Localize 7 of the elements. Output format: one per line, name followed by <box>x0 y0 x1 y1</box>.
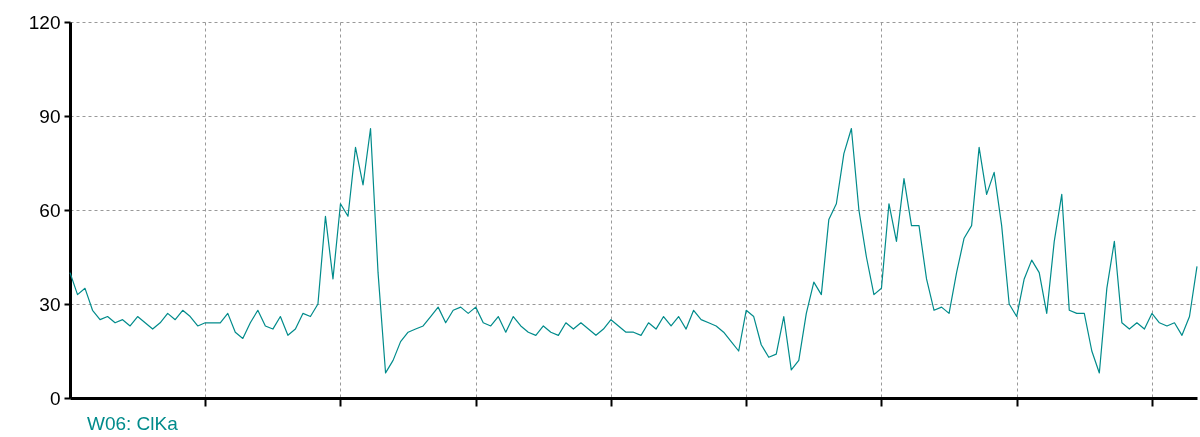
text: W06: ClKa <box>87 412 179 434</box>
y-tick-label: 60 <box>39 199 61 221</box>
y-tick-label: 30 <box>39 293 61 315</box>
line-series <box>69 127 1198 374</box>
y-tick-label: 0 <box>49 387 61 409</box>
y-tick-label: 90 <box>39 105 61 127</box>
y-tick-label: 120 <box>28 11 61 33</box>
